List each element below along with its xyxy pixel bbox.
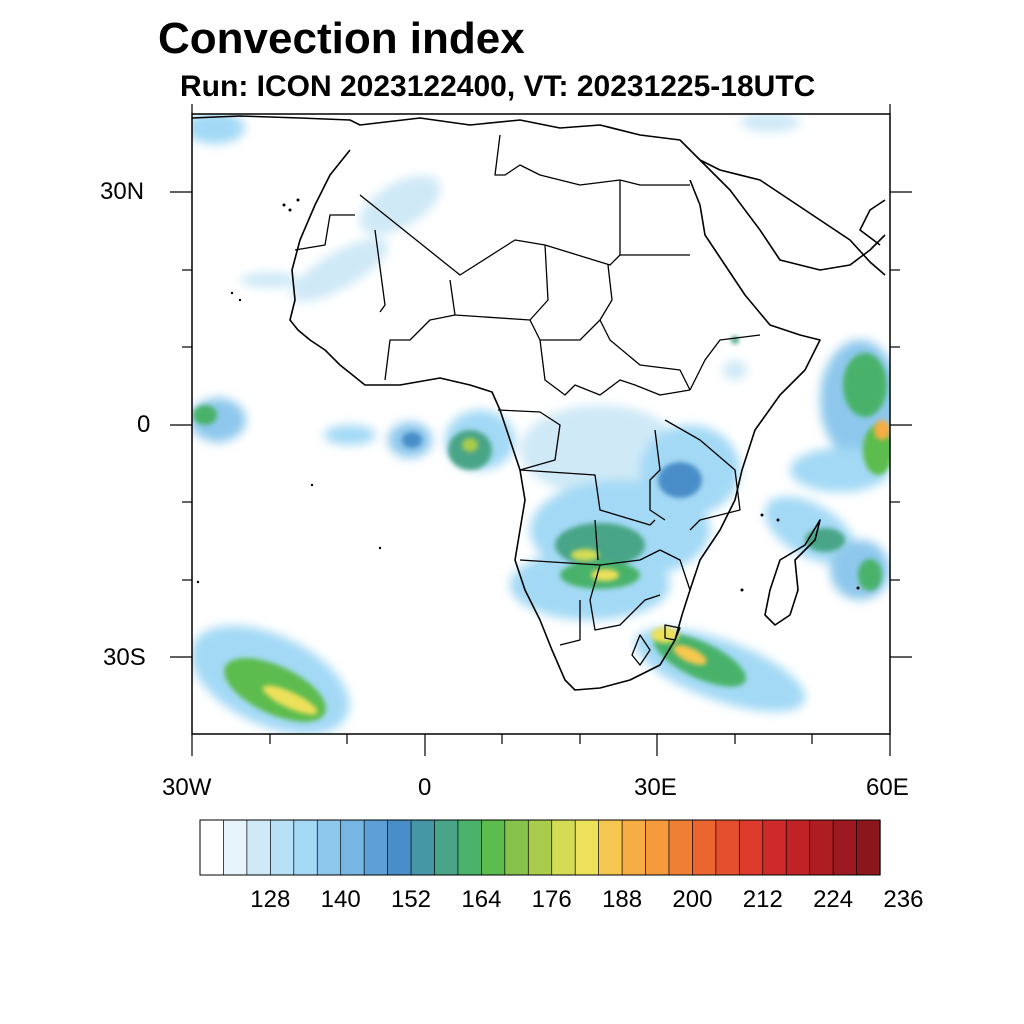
colorbar-swatch — [809, 819, 834, 876]
colorbar-swatch — [504, 819, 529, 876]
lat-label-30s: 30S — [103, 644, 146, 671]
colorbar-label: 152 — [390, 886, 432, 913]
colorbar-label: 212 — [742, 886, 783, 913]
coastlines — [192, 115, 886, 691]
lon-label-0: 0 — [418, 774, 432, 801]
colorbar-swatch — [574, 819, 600, 876]
colorbar-swatch — [410, 819, 436, 876]
colorbar-swatch — [457, 819, 483, 876]
colorbar-swatch — [481, 819, 506, 876]
colorbar-swatch — [762, 819, 787, 876]
colorbar-swatch — [527, 819, 553, 876]
convection-field — [192, 114, 890, 734]
colorbar-swatch — [738, 819, 764, 876]
colorbar-swatch — [551, 819, 576, 876]
colorbar-label: 164 — [461, 886, 502, 913]
convection-light-layer — [192, 114, 890, 734]
convection-high-layer — [262, 420, 890, 715]
lon-label-30e: 30E — [634, 774, 677, 801]
colorbar-swatch — [293, 819, 318, 876]
axis-ticks — [170, 104, 912, 756]
colorbar-swatch — [316, 819, 342, 876]
colorbar-swatch — [785, 819, 811, 876]
colorbar-label: 236 — [883, 886, 924, 913]
colorbar-swatch — [363, 819, 389, 876]
colorbar-frame — [199, 819, 881, 876]
colorbar-swatch — [645, 819, 670, 876]
chart-subtitle: Run: ICON 2023122400, VT: 20231225-18UTC — [180, 70, 816, 103]
plot-frame — [191, 113, 891, 735]
colorbar-swatch — [621, 819, 647, 876]
colorbar-swatch — [692, 819, 717, 876]
colorbar-swatch — [246, 819, 271, 876]
lat-label-30n: 30N — [100, 178, 145, 205]
colorbar-label: 188 — [602, 886, 643, 913]
colorbar-swatch — [832, 819, 858, 876]
colorbar-swatch — [434, 819, 459, 876]
lon-label-30w: 30W — [162, 774, 212, 801]
colorbar-swatch — [668, 819, 694, 876]
colorbar-swatch — [269, 819, 295, 876]
lat-label-0: 0 — [137, 411, 151, 438]
chart-title: Convection index — [158, 14, 525, 63]
colorbar-label: 176 — [531, 886, 572, 913]
colorbar — [199, 819, 881, 876]
colorbar-swatch — [715, 819, 740, 876]
colorbar-label: 200 — [672, 886, 713, 913]
colorbar-swatch — [199, 819, 225, 876]
lon-label-60e: 60E — [866, 774, 909, 801]
colorbar-swatch — [856, 819, 881, 876]
colorbar-swatch — [387, 819, 412, 876]
colorbar-swatch — [340, 819, 365, 876]
colorbar-label: 128 — [250, 886, 291, 913]
country-borders — [294, 134, 761, 666]
colorbar-swatch — [598, 819, 623, 876]
colorbar-swatch — [223, 819, 248, 876]
colorbar-label: 140 — [320, 886, 361, 913]
colorbar-label: 224 — [813, 886, 854, 913]
plot-area — [192, 114, 890, 734]
small-islands — [196, 198, 860, 592]
